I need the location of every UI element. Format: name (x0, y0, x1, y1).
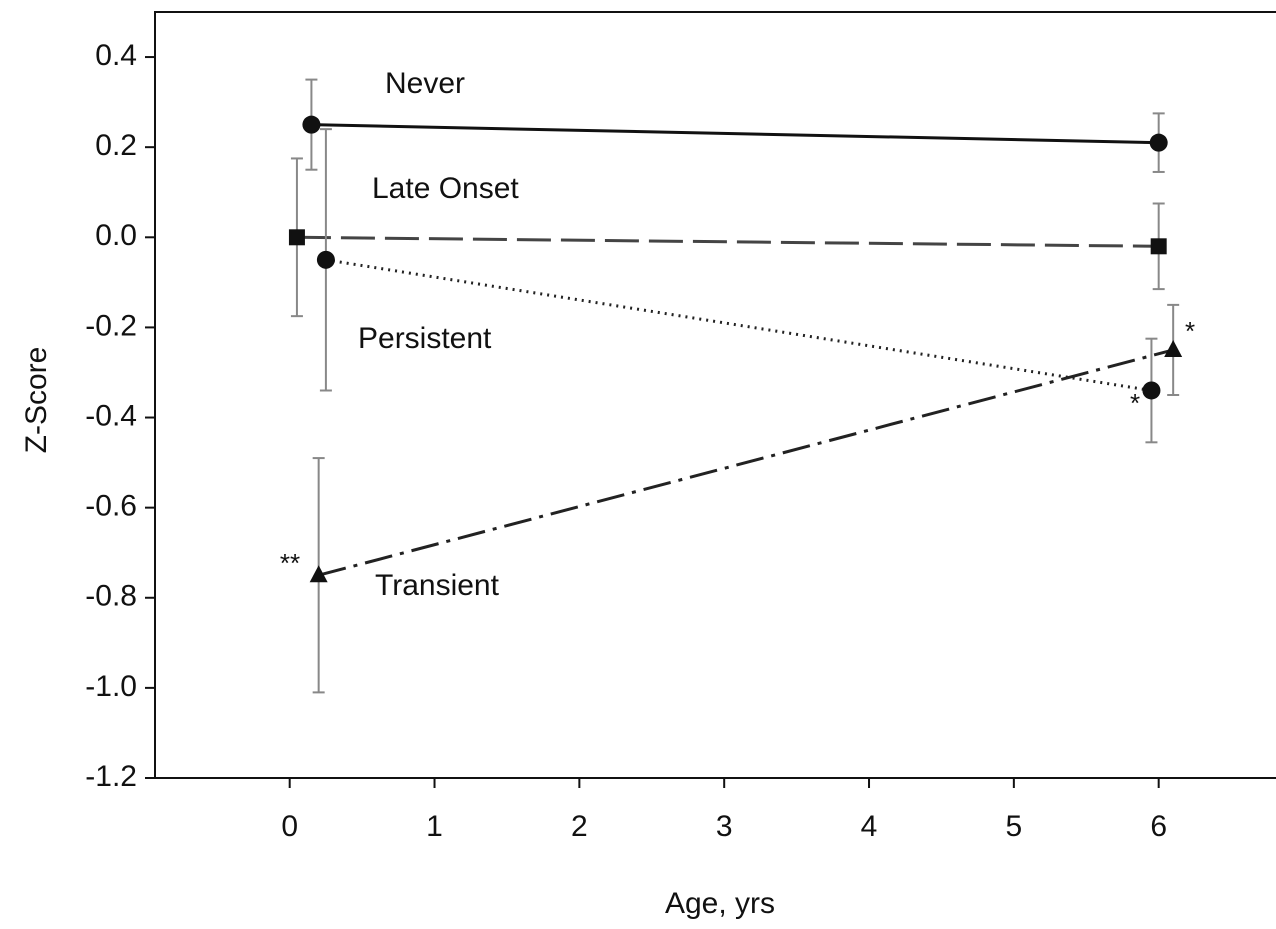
series-label: Late Onset (372, 172, 519, 205)
series-label: Never (385, 67, 465, 100)
marker (1142, 381, 1161, 400)
series-label: Persistent (358, 322, 492, 355)
y-tick-label: -0.4 (85, 399, 137, 432)
marker (1149, 133, 1168, 152)
marker (302, 115, 321, 134)
x-tick-label: 2 (571, 810, 588, 843)
y-tick-label: -0.6 (85, 490, 137, 523)
series-line (296, 235, 1159, 248)
marker (1150, 238, 1167, 255)
y-tick-label: -1.2 (85, 760, 137, 793)
x-tick-label: 4 (861, 810, 878, 843)
marker (309, 565, 328, 583)
y-tick-label: 0.4 (95, 39, 137, 72)
y-axis-label: Z-Score (20, 347, 53, 454)
x-tick-label: 0 (281, 810, 298, 843)
marker (316, 250, 335, 269)
x-tick-label: 6 (1150, 810, 1167, 843)
y-tick-label: -1.0 (85, 670, 137, 703)
y-tick-label: -0.8 (85, 580, 137, 613)
marker (288, 229, 305, 246)
x-tick-label: 5 (1006, 810, 1023, 843)
y-tick-label: 0.2 (95, 129, 137, 162)
y-tick-label: -0.2 (85, 309, 137, 342)
series-line (311, 123, 1159, 145)
series-label: Transient (375, 569, 500, 602)
x-tick-label: 1 (426, 810, 443, 843)
x-axis-label: Age, yrs (665, 887, 775, 920)
series-line (318, 348, 1174, 577)
annotation: * (1185, 316, 1195, 346)
annotation: ** (280, 548, 300, 578)
marker (1164, 339, 1183, 357)
annotation: * (1130, 388, 1140, 418)
plot-frame (154, 11, 1276, 779)
y-tick-label: 0.0 (95, 219, 137, 252)
x-tick-label: 3 (716, 810, 733, 843)
